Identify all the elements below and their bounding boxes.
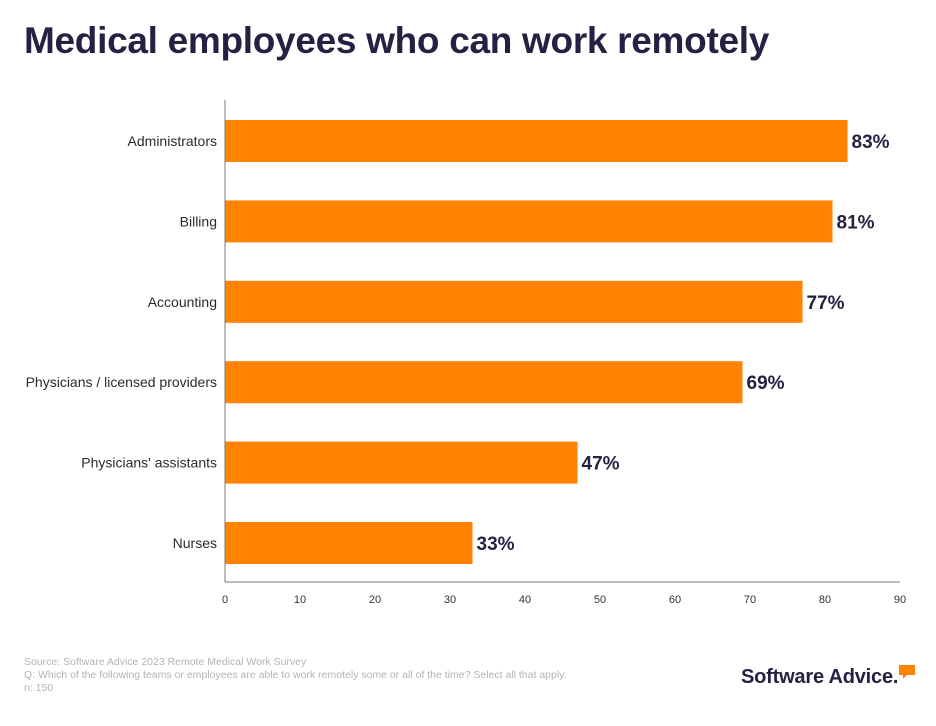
sample-size-note: n: 150 <box>24 682 54 694</box>
category-label-2: Accounting <box>148 294 217 310</box>
category-labels-group: Administrators Billing Accounting Physician… <box>26 133 217 551</box>
speech-bubble-icon <box>899 665 915 679</box>
x-tick-0: 0 <box>222 594 228 606</box>
category-label-0: Administrators <box>128 133 217 149</box>
x-tick-3: 30 <box>444 594 456 606</box>
footer-notes: Source: Software Advice 2023 Remote Medi… <box>24 656 567 695</box>
value-label-3: 69% <box>747 373 785 394</box>
x-tick-9: 90 <box>894 594 906 606</box>
value-label-2: 77% <box>807 293 845 314</box>
x-ticks-group: 0 10 20 30 40 50 60 70 80 90 <box>222 594 906 606</box>
x-tick-4: 40 <box>519 594 531 606</box>
x-tick-8: 80 <box>819 594 831 606</box>
x-tick-6: 60 <box>669 594 681 606</box>
value-label-0: 83% <box>852 132 890 153</box>
category-label-5: Nurses <box>173 535 217 551</box>
bar-4 <box>225 441 578 484</box>
source-note: Source: Software Advice 2023 Remote Medi… <box>24 656 307 668</box>
value-label-5: 33% <box>477 534 515 555</box>
category-label-3: Physicians / licensed providers <box>26 374 217 390</box>
question-note: Q: Which of the following teams or emplo… <box>24 669 567 681</box>
bar-chart: Administrators Billing Accounting Physician… <box>26 100 906 606</box>
brand-logo-text: Software Advice. <box>741 666 899 688</box>
category-label-1: Billing <box>180 213 217 229</box>
bar-1 <box>225 200 833 243</box>
chart-title: Medical employees who can work remotely <box>24 20 770 61</box>
bar-0 <box>225 120 848 162</box>
category-label-4: Physicians' assistants <box>81 455 217 471</box>
x-tick-7: 70 <box>744 594 756 606</box>
bars-group <box>225 120 848 564</box>
bar-2 <box>225 280 803 323</box>
bar-5 <box>225 522 473 564</box>
value-labels-group: 83% 81% 77% 69% 47% 33% <box>477 132 890 555</box>
x-tick-2: 20 <box>369 594 381 606</box>
value-label-1: 81% <box>837 212 875 233</box>
x-tick-5: 50 <box>594 594 606 606</box>
value-label-4: 47% <box>582 454 620 475</box>
x-tick-1: 10 <box>294 594 306 606</box>
bar-3 <box>225 361 743 404</box>
